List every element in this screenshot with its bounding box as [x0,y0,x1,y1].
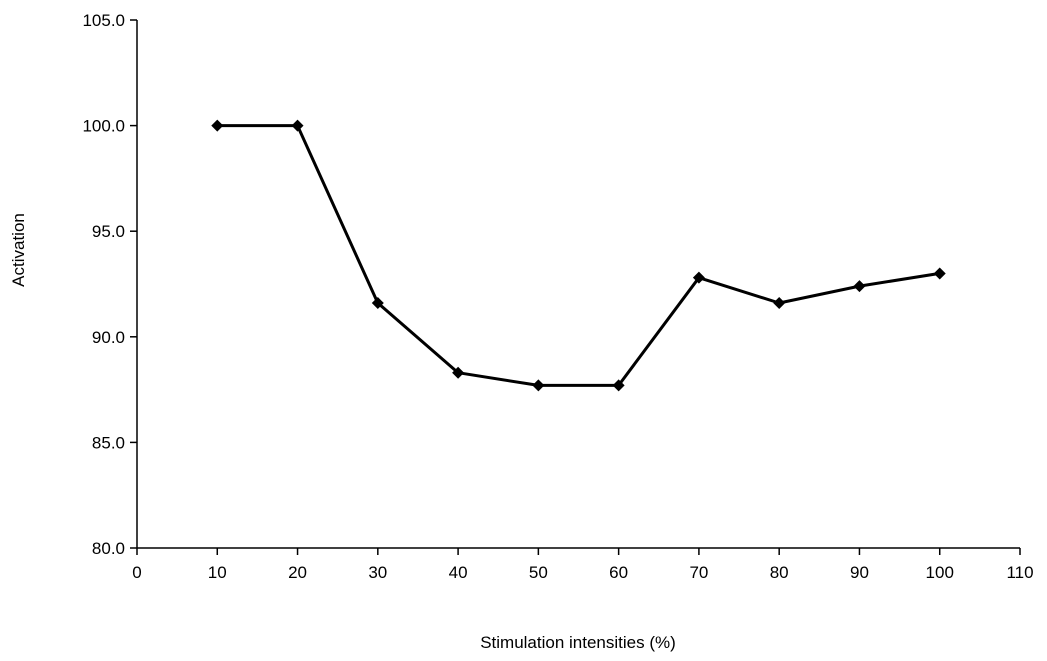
data-point-marker [371,297,384,310]
x-tick-label: 10 [208,563,227,582]
x-tick-label: 70 [689,563,708,582]
data-point-marker [532,379,545,392]
data-point-marker [773,297,786,310]
x-tick-label: 0 [132,563,141,582]
x-axis-title: Stimulation intensities (%) [480,633,676,652]
y-tick-label: 100.0 [82,117,125,136]
x-tick-label: 20 [288,563,307,582]
data-point-marker [933,267,946,280]
data-points [211,119,946,392]
data-point-marker [452,366,465,379]
y-axis-ticks: 80.0 85.0 90.0 95.0 100.0 105.0 [82,11,137,558]
data-point-marker [853,280,866,293]
x-tick-label: 30 [368,563,387,582]
x-tick-label: 50 [529,563,548,582]
data-point-marker [291,119,304,132]
y-axis-title: Activation [9,213,28,287]
x-tick-label: 90 [850,563,869,582]
y-tick-label: 95.0 [92,222,125,241]
x-tick-label: 40 [449,563,468,582]
x-tick-label: 60 [609,563,628,582]
x-tick-label: 100 [926,563,954,582]
series-line [217,124,940,387]
x-axis-ticks: 0 10 20 30 40 50 60 70 80 90 100 110 [132,548,1034,582]
data-point-marker [612,379,625,392]
y-tick-label: 105.0 [82,11,125,30]
data-point-marker [692,271,705,284]
x-tick-label: 110 [1006,563,1033,582]
data-point-marker [211,119,224,132]
y-tick-label: 90.0 [92,328,125,347]
y-tick-label: 80.0 [92,539,125,558]
x-tick-label: 80 [770,563,789,582]
y-tick-label: 85.0 [92,433,125,452]
